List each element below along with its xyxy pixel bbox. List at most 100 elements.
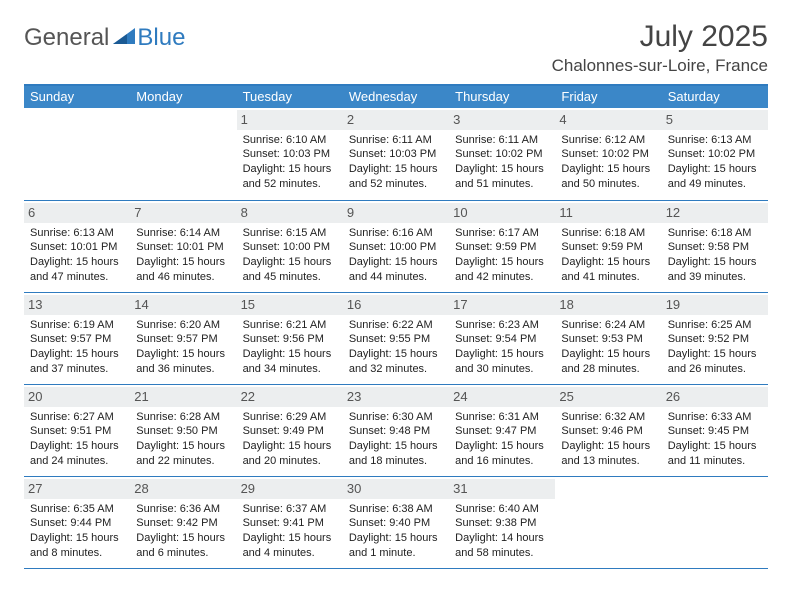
daylight-text: Daylight: 15 hours and 44 minutes. (349, 255, 443, 285)
calendar-body: 1Sunrise: 6:10 AMSunset: 10:03 PMDayligh… (24, 108, 768, 568)
sunset-text: Sunset: 10:03 PM (349, 147, 443, 162)
day-cell-11: 11Sunrise: 6:18 AMSunset: 9:59 PMDayligh… (555, 200, 661, 292)
weekday-thursday: Thursday (449, 86, 555, 108)
weekday-sunday: Sunday (24, 86, 130, 108)
day-cell-2: 2Sunrise: 6:11 AMSunset: 10:03 PMDayligh… (343, 108, 449, 200)
daylight-text: Daylight: 15 hours and 18 minutes. (349, 439, 443, 469)
sunset-text: Sunset: 9:52 PM (668, 332, 762, 347)
daylight-text: Daylight: 15 hours and 20 minutes. (243, 439, 337, 469)
sunrise-text: Sunrise: 6:17 AM (455, 226, 549, 241)
header: General Blue July 2025 Chalonnes-sur-Loi… (24, 20, 768, 76)
day-number: 9 (343, 203, 449, 223)
sunrise-text: Sunrise: 6:15 AM (243, 226, 337, 241)
sunrise-text: Sunrise: 6:11 AM (455, 133, 549, 148)
sunrise-text: Sunrise: 6:38 AM (349, 502, 443, 517)
daylight-text: Daylight: 15 hours and 46 minutes. (136, 255, 230, 285)
day-number: 5 (662, 110, 768, 130)
day-cell-24: 24Sunrise: 6:31 AMSunset: 9:47 PMDayligh… (449, 384, 555, 476)
sunset-text: Sunset: 9:55 PM (349, 332, 443, 347)
daylight-text: Daylight: 15 hours and 39 minutes. (668, 255, 762, 285)
weekday-friday: Friday (555, 86, 661, 108)
day-cell-12: 12Sunrise: 6:18 AMSunset: 9:58 PMDayligh… (662, 200, 768, 292)
sunrise-text: Sunrise: 6:35 AM (30, 502, 124, 517)
day-cell-13: 13Sunrise: 6:19 AMSunset: 9:57 PMDayligh… (24, 292, 130, 384)
day-cell-20: 20Sunrise: 6:27 AMSunset: 9:51 PMDayligh… (24, 384, 130, 476)
day-cell-empty (130, 108, 236, 200)
day-cell-8: 8Sunrise: 6:15 AMSunset: 10:00 PMDayligh… (237, 200, 343, 292)
day-number: 16 (343, 295, 449, 315)
daylight-text: Daylight: 15 hours and 6 minutes. (136, 531, 230, 561)
daylight-text: Daylight: 15 hours and 30 minutes. (455, 347, 549, 377)
sunset-text: Sunset: 9:54 PM (455, 332, 549, 347)
day-number: 7 (130, 203, 236, 223)
sunset-text: Sunset: 10:01 PM (136, 240, 230, 255)
sunrise-text: Sunrise: 6:24 AM (561, 318, 655, 333)
sunrise-text: Sunrise: 6:12 AM (561, 133, 655, 148)
sunset-text: Sunset: 9:41 PM (243, 516, 337, 531)
day-cell-19: 19Sunrise: 6:25 AMSunset: 9:52 PMDayligh… (662, 292, 768, 384)
sunset-text: Sunset: 9:56 PM (243, 332, 337, 347)
daylight-text: Daylight: 15 hours and 52 minutes. (349, 162, 443, 192)
daylight-text: Daylight: 15 hours and 42 minutes. (455, 255, 549, 285)
day-cell-16: 16 Sunrise: 6:22 AMSunset: 9:55 PMDayligh… (343, 292, 449, 384)
daylight-text: Daylight: 15 hours and 37 minutes. (30, 347, 124, 377)
day-cell-3: 3Sunrise: 6:11 AMSunset: 10:02 PMDayligh… (449, 108, 555, 200)
sunrise-text: Sunrise: 6:25 AM (668, 318, 762, 333)
day-number: 13 (24, 295, 130, 315)
daylight-text: Daylight: 15 hours and 1 minute. (349, 531, 443, 561)
day-cell-29: 29Sunrise: 6:37 AMSunset: 9:41 PMDayligh… (237, 476, 343, 568)
daylight-text: Daylight: 15 hours and 24 minutes. (30, 439, 124, 469)
day-cell-14: 14Sunrise: 6:20 AMSunset: 9:57 PMDayligh… (130, 292, 236, 384)
calendar-weekday-header: SundayMondayTuesdayWednesdayThursdayFrid… (24, 86, 768, 108)
daylight-text: Daylight: 15 hours and 45 minutes. (243, 255, 337, 285)
sunset-text: Sunset: 9:46 PM (561, 424, 655, 439)
sunrise-text: Sunrise: 6:20 AM (136, 318, 230, 333)
day-cell-21: 21Sunrise: 6:28 AMSunset: 9:50 PMDayligh… (130, 384, 236, 476)
day-number: 30 (343, 479, 449, 499)
daylight-text: Daylight: 15 hours and 32 minutes. (349, 347, 443, 377)
sunrise-text: Sunrise: 6:13 AM (668, 133, 762, 148)
sunrise-text: Sunrise: 6:19 AM (30, 318, 124, 333)
sunrise-text: Sunrise: 6:18 AM (668, 226, 762, 241)
sunset-text: Sunset: 9:50 PM (136, 424, 230, 439)
sunrise-text: Sunrise: 6:13 AM (30, 226, 124, 241)
sunset-text: Sunset: 10:02 PM (668, 147, 762, 162)
sunrise-text: Sunrise: 6:21 AM (243, 318, 337, 333)
day-number: 18 (555, 295, 661, 315)
day-number: 25 (555, 387, 661, 407)
day-cell-empty (555, 476, 661, 568)
day-number: 28 (130, 479, 236, 499)
day-number: 29 (237, 479, 343, 499)
sunset-text: Sunset: 9:49 PM (243, 424, 337, 439)
sunrise-text: Sunrise: 6:33 AM (668, 410, 762, 425)
sunset-text: Sunset: 10:03 PM (243, 147, 337, 162)
day-cell-31: 31Sunrise: 6:40 AMSunset: 9:38 PMDayligh… (449, 476, 555, 568)
day-number: 24 (449, 387, 555, 407)
sunset-text: Sunset: 9:40 PM (349, 516, 443, 531)
sunrise-text: Sunrise: 6:22 AM (349, 318, 443, 333)
daylight-text: Daylight: 15 hours and 34 minutes. (243, 347, 337, 377)
sunrise-text: Sunrise: 6:16 AM (349, 226, 443, 241)
weekday-saturday: Saturday (662, 86, 768, 108)
sunrise-text: Sunrise: 6:14 AM (136, 226, 230, 241)
sunrise-text: Sunrise: 6:18 AM (561, 226, 655, 241)
sunrise-text: Sunrise: 6:29 AM (243, 410, 337, 425)
daylight-text: Daylight: 15 hours and 50 minutes. (561, 162, 655, 192)
daylight-text: Daylight: 15 hours and 41 minutes. (561, 255, 655, 285)
day-number: 15 (237, 295, 343, 315)
sunset-text: Sunset: 10:02 PM (561, 147, 655, 162)
day-number: 11 (555, 203, 661, 223)
day-number: 4 (555, 110, 661, 130)
weekday-wednesday: Wednesday (343, 86, 449, 108)
day-number: 27 (24, 479, 130, 499)
day-cell-26: 26Sunrise: 6:33 AMSunset: 9:45 PMDayligh… (662, 384, 768, 476)
sunset-text: Sunset: 9:48 PM (349, 424, 443, 439)
calendar: SundayMondayTuesdayWednesdayThursdayFrid… (24, 84, 768, 569)
daylight-text: Daylight: 15 hours and 11 minutes. (668, 439, 762, 469)
sunrise-text: Sunrise: 6:30 AM (349, 410, 443, 425)
sunset-text: Sunset: 10:02 PM (455, 147, 549, 162)
daylight-text: Daylight: 15 hours and 16 minutes. (455, 439, 549, 469)
daylight-text: Daylight: 15 hours and 4 minutes. (243, 531, 337, 561)
day-cell-27: 27Sunrise: 6:35 AMSunset: 9:44 PMDayligh… (24, 476, 130, 568)
daylight-text: Daylight: 15 hours and 13 minutes. (561, 439, 655, 469)
